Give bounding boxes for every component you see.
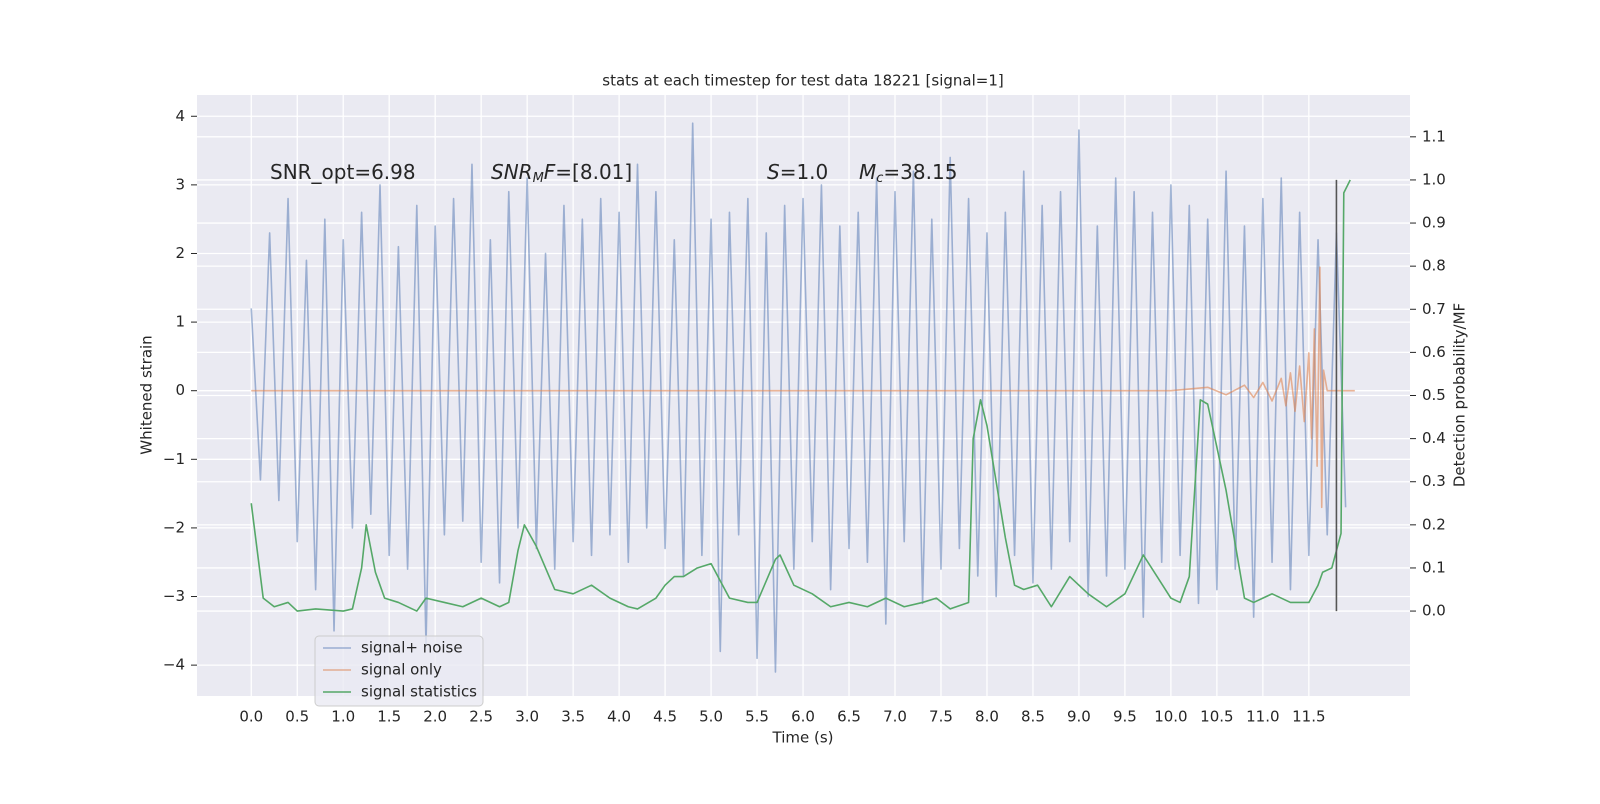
x-tick-label: 7.5 (929, 708, 953, 726)
x-tick-label: 8.0 (975, 708, 999, 726)
annotation: S=1.0 (767, 160, 828, 184)
annotation: SNRMF=[8.01] (491, 160, 632, 186)
y2-tick-label: 0.1 (1422, 558, 1446, 576)
y2-tick-label: 1.1 (1422, 127, 1446, 145)
x-tick-label: 6.5 (837, 708, 861, 726)
x-tick-label: 5.0 (699, 708, 723, 726)
x-tick-label: 9.5 (1113, 708, 1137, 726)
y2-tick-label: 1.0 (1422, 170, 1446, 188)
annotation-part: SNR_opt=6.98 (270, 160, 416, 184)
y2-tick-label: 0.8 (1422, 257, 1446, 275)
annotation-part: M (533, 171, 544, 186)
y2-tick-label: 0.7 (1422, 300, 1446, 318)
y2-tick-label: 0.9 (1422, 214, 1446, 232)
series-line (250, 179, 1351, 612)
x-tick-label: 11.0 (1246, 708, 1279, 726)
x-tick-label: 4.0 (607, 708, 631, 726)
annotation-part: S (767, 160, 780, 184)
x-tick-label: 10.5 (1200, 708, 1233, 726)
y-tick-label: −2 (163, 518, 185, 536)
annotation-part: =1.0 (780, 160, 829, 184)
y2-tick-label: 0.6 (1422, 343, 1446, 361)
annotation-part: M (859, 160, 876, 184)
x-tick-label: 2.0 (423, 708, 447, 726)
y2-axis-label: Detection probability/MF (1451, 303, 1469, 487)
x-tick-label: 3.0 (515, 708, 539, 726)
annotation-part: c (876, 171, 883, 186)
x-tick-label: 1.0 (331, 708, 355, 726)
y2-tick-label: 0.2 (1422, 515, 1446, 533)
chart-title: stats at each timestep for test data 182… (602, 72, 1003, 90)
y2-tick-label: 0.4 (1422, 429, 1446, 447)
y-tick-label: −4 (163, 656, 185, 674)
x-axis-label: Time (s) (772, 729, 834, 747)
annotation: Mc=38.15 (859, 160, 957, 186)
y-tick-label: 2 (175, 244, 185, 262)
y-tick-label: 4 (175, 107, 185, 125)
annotation-part: =38.15 (883, 160, 957, 184)
x-tick-label: 2.5 (469, 708, 493, 726)
series-line (250, 122, 1347, 673)
y-tick-label: −3 (163, 587, 185, 605)
y2-tick-label: 0.3 (1422, 472, 1446, 490)
annotation-part: SNR (491, 160, 533, 184)
legend-label: signal statistics (361, 683, 477, 701)
annotation-part: F (544, 160, 556, 184)
y-tick-label: 0 (175, 381, 185, 399)
series-line (251, 266, 1355, 509)
legend-label: signal+ noise (361, 639, 463, 657)
y-tick-label: 1 (175, 313, 185, 331)
x-tick-label: 0.5 (285, 708, 309, 726)
x-tick-label: 6.0 (791, 708, 815, 726)
legend-box (314, 635, 484, 707)
x-tick-label: 7.0 (883, 708, 907, 726)
x-tick-label: 3.5 (561, 708, 585, 726)
legend-label: signal only (361, 661, 442, 679)
x-tick-label: 11.5 (1292, 708, 1325, 726)
x-tick-label: 4.5 (653, 708, 677, 726)
x-tick-label: 8.5 (1021, 708, 1045, 726)
x-tick-label: 1.5 (377, 708, 401, 726)
y-tick-label: 3 (175, 175, 185, 193)
annotation-part: =[8.01] (555, 160, 632, 184)
y-tick-label: −1 (163, 450, 185, 468)
x-tick-label: 9.0 (1067, 708, 1091, 726)
y2-tick-label: 0.5 (1422, 386, 1446, 404)
x-tick-label: 5.5 (745, 708, 769, 726)
x-tick-label: 0.0 (239, 708, 263, 726)
x-tick-label: 10.0 (1154, 708, 1187, 726)
annotation: SNR_opt=6.98 (270, 160, 416, 184)
y2-tick-label: 0.0 (1422, 602, 1446, 620)
y-axis-label: Whitened strain (138, 335, 156, 454)
